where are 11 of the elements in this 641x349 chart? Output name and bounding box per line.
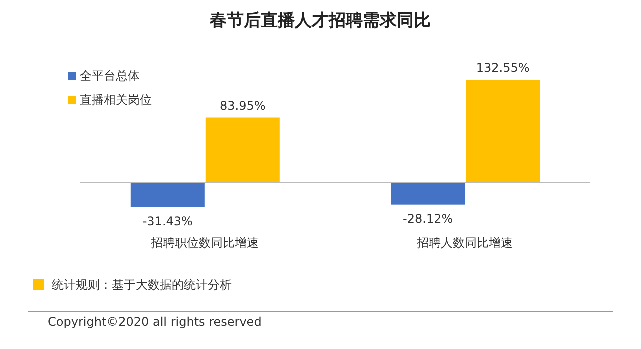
data-label: 132.55%: [476, 61, 530, 75]
data-label: -31.43%: [142, 214, 193, 228]
text: Copyright©2020 all rights reserved: [48, 315, 262, 329]
legend-label: 全平台总体: [80, 69, 140, 83]
data-label: -28.12%: [403, 212, 454, 226]
chart-title: 春节后直播人才招聘需求同比: [209, 11, 431, 31]
legend-label: 直播相关岗位: [80, 93, 152, 107]
x-tick-label: 招聘人数同比增速: [416, 236, 514, 250]
x-tick-label: 招聘职位数同比增速: [150, 236, 259, 250]
text: 统计规则：基于大数据的统计分析: [52, 278, 232, 292]
data-label: 83.95%: [220, 98, 266, 113]
